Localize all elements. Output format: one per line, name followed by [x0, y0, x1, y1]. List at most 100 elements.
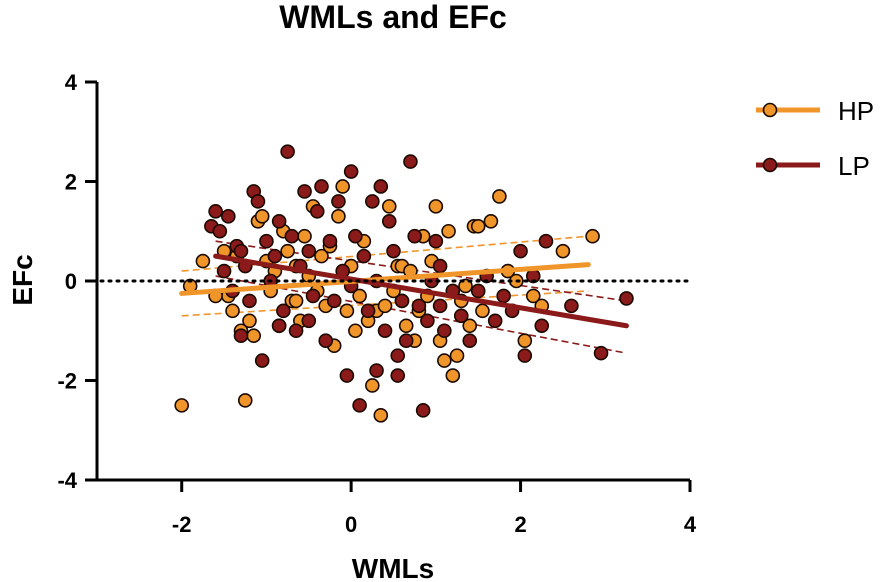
hp-legend-label: HP: [838, 96, 874, 126]
lp-data-point: [432, 258, 448, 274]
lp-data-point: [381, 214, 397, 229]
lp-data-point: [390, 348, 406, 363]
hp-data-point: [381, 199, 397, 214]
y-tick-label: -4: [57, 468, 77, 493]
fit-lines: [179, 253, 629, 329]
lp-data-point: [373, 179, 389, 194]
lp-data-point: [470, 283, 486, 299]
x-tick-label: -2: [172, 512, 192, 537]
lp-data-point: [487, 313, 503, 329]
lp-data-point: [221, 209, 236, 224]
hp-data-point: [492, 189, 507, 204]
lp-data-point: [415, 403, 431, 418]
lp-fit-line: [213, 253, 629, 329]
lp-data-point: [352, 398, 367, 413]
lp-data-point: [271, 318, 287, 334]
lp-data-point: [386, 243, 401, 259]
lp-data-point: [326, 293, 342, 309]
x-axis-label: WMLs: [352, 553, 434, 582]
lp-data-point: [280, 144, 295, 159]
hp-data-point: [437, 353, 452, 368]
lp-data-point: [377, 323, 393, 339]
hp-data-point: [449, 348, 465, 363]
y-tick-label: 0: [65, 269, 77, 294]
y-tick-label: 4: [65, 70, 78, 95]
lp-data-point: [339, 368, 355, 383]
lp-data-point: [297, 184, 312, 199]
lp-data-point: [305, 288, 321, 304]
hp-fit-line: [179, 262, 591, 296]
lp-data-point: [564, 298, 579, 314]
hp-data-point: [237, 393, 253, 408]
data-points: [174, 144, 634, 423]
lp-data-point: [250, 194, 266, 209]
lp-data-point: [322, 233, 338, 249]
lp-data-point: [593, 345, 609, 361]
hp-data-point: [254, 209, 270, 224]
lp-data-point: [318, 333, 334, 349]
lp-data-point: [432, 298, 448, 314]
lp-data-point: [288, 323, 304, 339]
lp-legend-label: LP: [838, 151, 870, 181]
lp-data-point: [301, 243, 317, 259]
hp-data-point: [365, 378, 380, 393]
lp-data-point: [437, 323, 452, 339]
hp-data-point: [348, 323, 363, 339]
x-tick-label: 0: [345, 512, 357, 537]
hp-data-point: [225, 303, 240, 319]
x-tick-label: 2: [514, 512, 526, 537]
hp-data-point: [288, 293, 304, 309]
lp-data-point: [517, 348, 533, 363]
y-tick-label: -2: [57, 369, 77, 394]
hp-data-point: [585, 228, 600, 244]
lp-data-point: [216, 263, 232, 279]
lp-data-point: [212, 223, 228, 239]
hp-data-point: [246, 328, 262, 344]
lp-data-point: [301, 313, 317, 329]
hp-data-point: [470, 218, 486, 234]
hp-data-point: [441, 223, 456, 239]
hp-data-point: [475, 303, 490, 319]
lp-data-point: [420, 313, 435, 329]
legend: HP LP: [756, 96, 874, 181]
lp-data-point: [233, 328, 249, 344]
lp-data-point: [276, 303, 291, 319]
hp-data-point: [339, 303, 355, 319]
lp-data-point: [428, 233, 444, 249]
lp-data-point: [348, 228, 363, 244]
lp-data-point: [403, 154, 418, 169]
lp-data-point: [331, 194, 346, 209]
hp-data-point: [462, 318, 478, 334]
lp-data-point: [390, 368, 406, 383]
lp-data-point: [208, 204, 223, 219]
lp-data-point: [411, 298, 427, 314]
hp-data-point: [445, 368, 461, 383]
hp-data-point: [428, 199, 444, 214]
lp-data-point: [233, 243, 249, 259]
lp-data-point: [284, 228, 300, 244]
hp-data-point: [242, 313, 257, 329]
lp-data-point: [242, 293, 257, 309]
lp-data-point: [254, 353, 270, 368]
lp-data-point: [407, 228, 422, 244]
lp-data-point: [534, 318, 550, 334]
hp-data-point: [398, 318, 414, 334]
lp-data-point: [356, 248, 372, 264]
lp-data-point: [314, 179, 329, 194]
hp-data-point: [352, 288, 367, 304]
lp-data-point: [462, 333, 478, 349]
lp-data-point: [398, 333, 414, 349]
hp-data-point: [373, 408, 389, 423]
lp-legend-marker: [762, 157, 778, 173]
hp-data-point: [195, 253, 211, 269]
hp-data-point: [331, 209, 346, 224]
lp-data-point: [619, 291, 634, 306]
lp-data-point: [309, 204, 325, 219]
lp-data-point: [394, 293, 410, 309]
lp-data-point: [343, 164, 359, 179]
hp-legend-marker: [762, 102, 778, 118]
lp-data-point: [453, 308, 469, 324]
x-tick-label: 4: [684, 512, 697, 537]
hp-data-point: [525, 288, 541, 304]
